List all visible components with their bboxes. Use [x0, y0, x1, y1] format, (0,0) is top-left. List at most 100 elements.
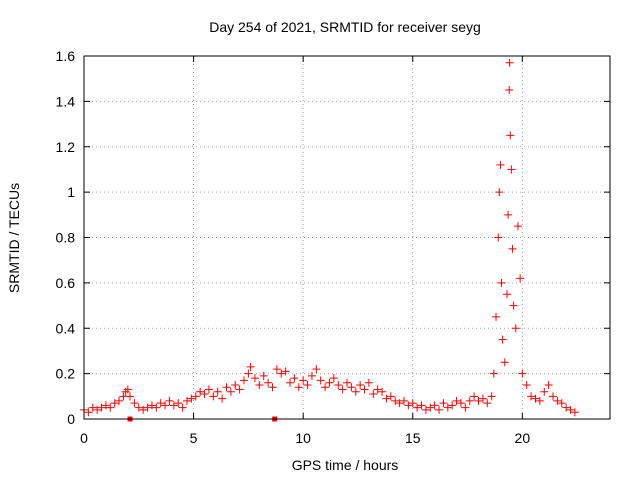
- y-tick-label: 0.4: [56, 320, 76, 336]
- data-point: [174, 399, 183, 408]
- data-point: [123, 385, 132, 394]
- chart-title: Day 254 of 2021, SRMTID for receiver sey…: [209, 19, 481, 35]
- data-point: [562, 403, 571, 412]
- data-point: [347, 383, 356, 392]
- marks-layer: [80, 58, 579, 422]
- data-point: [143, 403, 152, 412]
- data-point: [356, 380, 365, 389]
- data-point: [395, 399, 404, 408]
- data-point: [196, 387, 205, 396]
- data-point: [553, 396, 562, 405]
- data-point: [97, 403, 106, 412]
- tick-layer: 0 0.2 0.4 0.6 0.8 1 1.2 1.4 1.6 0 5 10 15 20: [56, 48, 610, 446]
- data-point: [250, 374, 259, 383]
- data-point: [500, 358, 509, 367]
- data-point: [272, 365, 281, 374]
- data-point: [126, 392, 135, 401]
- data-point: [343, 378, 351, 387]
- data-point: [478, 394, 487, 403]
- data-point: [222, 383, 231, 392]
- data-point: [106, 403, 115, 412]
- data-point: [294, 383, 303, 392]
- data-point: [239, 376, 248, 385]
- data-point: [281, 367, 290, 376]
- x-tick-label: 0: [80, 430, 88, 446]
- data-point: [338, 385, 347, 394]
- data-point: [426, 403, 435, 412]
- data-point: [246, 362, 255, 371]
- data-point: [465, 396, 474, 405]
- data-point: [404, 401, 413, 410]
- data-point: [504, 210, 513, 219]
- data-point: [268, 383, 277, 392]
- data-point: [506, 131, 515, 140]
- x-tick-label: 20: [515, 430, 531, 446]
- data-point: [325, 378, 334, 387]
- data-point: [549, 392, 558, 401]
- y-tick-label: 1.6: [56, 48, 76, 64]
- data-point: [527, 392, 536, 401]
- data-point: [303, 380, 312, 389]
- data-point: [373, 385, 382, 394]
- data-point: [204, 385, 213, 394]
- data-point: [316, 376, 325, 385]
- data-point: [93, 405, 102, 414]
- data-point: [307, 371, 316, 380]
- data-point: [495, 188, 504, 197]
- data-point: [505, 86, 514, 95]
- data-point: [369, 390, 378, 399]
- data-point: [191, 392, 200, 401]
- data-point: [535, 396, 544, 405]
- data-point: [147, 401, 156, 410]
- data-point: [439, 399, 448, 408]
- data-point: [312, 365, 321, 374]
- data-point: [255, 380, 264, 389]
- data-point: [183, 396, 192, 405]
- data-point: [518, 369, 527, 378]
- x-axis-label: GPS time / hours: [292, 457, 399, 473]
- data-point: [264, 378, 273, 387]
- data-point: [452, 396, 461, 405]
- data-point: [364, 378, 373, 387]
- data-point: [497, 278, 506, 287]
- y-tick-label: 0.2: [56, 366, 76, 382]
- data-point: [570, 408, 579, 417]
- y-tick-label: 0.8: [56, 230, 76, 246]
- x-tick-label: 10: [295, 430, 311, 446]
- data-point: [139, 405, 148, 414]
- data-point: [456, 399, 465, 408]
- data-point: [231, 380, 240, 389]
- data-point: [178, 403, 187, 412]
- data-point: [165, 396, 174, 405]
- data-point: [399, 396, 408, 405]
- data-point: [334, 380, 343, 389]
- data-point: [557, 399, 566, 408]
- data-point: [487, 392, 496, 401]
- data-point: [84, 408, 93, 417]
- data-point: [522, 380, 531, 389]
- data-point: [435, 405, 444, 414]
- data-point: [200, 390, 209, 399]
- data-point: [496, 160, 505, 169]
- data-point: [110, 399, 119, 408]
- y-tick-label: 0: [67, 411, 75, 427]
- data-point: [134, 403, 143, 412]
- y-tick-label: 1.4: [56, 93, 76, 109]
- data-point: [508, 244, 517, 253]
- data-point: [213, 387, 222, 396]
- data-point: [544, 380, 553, 389]
- data-point: [277, 369, 286, 378]
- data-point: [152, 403, 161, 412]
- data-point: [421, 405, 430, 414]
- data-point: [443, 403, 452, 412]
- plot-frame: [83, 55, 611, 420]
- data-point: [209, 392, 218, 401]
- data-point: [351, 387, 360, 396]
- data-point: [286, 378, 295, 387]
- data-point: [505, 58, 514, 67]
- data-point: [494, 233, 503, 242]
- data-point: [531, 394, 540, 403]
- data-point: [259, 371, 268, 380]
